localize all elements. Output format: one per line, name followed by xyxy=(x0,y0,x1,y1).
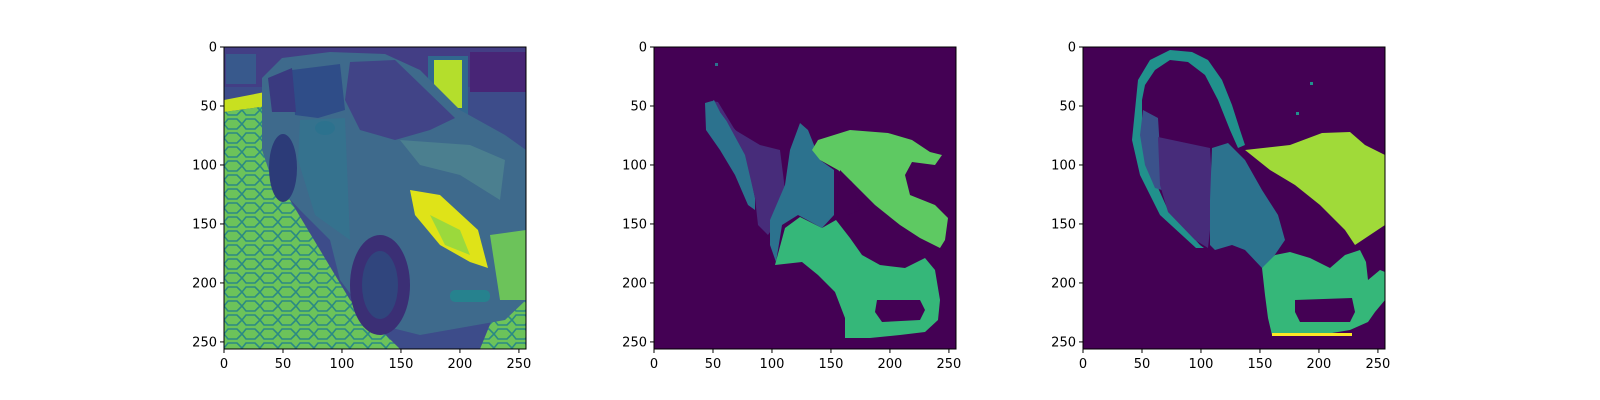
segment-roof-frame xyxy=(1136,50,1245,148)
y-tick-label: 50 xyxy=(630,99,647,114)
x-tick-label: 250 xyxy=(1366,357,1391,372)
y-tick-label: 150 xyxy=(622,217,647,232)
x-tick-label: 100 xyxy=(760,357,785,372)
segment-door-front xyxy=(705,101,755,210)
y-tick-label: 100 xyxy=(622,158,647,173)
y-tick-label: 200 xyxy=(192,276,217,291)
axes-frame xyxy=(653,46,957,350)
segment-hood xyxy=(812,130,948,248)
y-tick-label: 250 xyxy=(622,335,647,350)
segment-door-rear xyxy=(712,101,785,235)
segment-bumper xyxy=(1262,250,1385,336)
x-tick-label: 100 xyxy=(330,357,355,372)
image-input xyxy=(224,47,526,349)
axes-frame xyxy=(1082,46,1386,350)
y-tick-label: 0 xyxy=(1068,41,1076,56)
y-tick-label: 50 xyxy=(1059,99,1076,114)
x-tick-label: 200 xyxy=(1307,357,1332,372)
segment-hood xyxy=(1245,132,1385,245)
y-tick-label: 250 xyxy=(192,335,217,350)
y-tick-label: 50 xyxy=(200,99,217,114)
segment-rear-door xyxy=(1140,110,1162,190)
x-tick-label: 150 xyxy=(819,357,844,372)
x-tick-label: 250 xyxy=(507,357,532,372)
y-tick-label: 0 xyxy=(639,41,647,56)
x-tick-label: 0 xyxy=(650,357,658,372)
y-tick-label: 200 xyxy=(1051,276,1076,291)
x-tick-label: 150 xyxy=(389,357,414,372)
segment-side-edge xyxy=(1132,100,1204,248)
mask-ground-truth xyxy=(1083,47,1385,349)
segment-pillar xyxy=(708,100,720,112)
y-tick-label: 150 xyxy=(192,217,217,232)
x-tick-label: 200 xyxy=(448,357,473,372)
segment-front-door xyxy=(770,123,834,262)
segment-door-purple xyxy=(1158,137,1212,248)
x-tick-label: 50 xyxy=(1134,357,1151,372)
x-tick-label: 250 xyxy=(937,357,962,372)
y-tick-label: 150 xyxy=(1051,217,1076,232)
mask-predicted xyxy=(654,47,956,349)
y-tick-label: 250 xyxy=(1051,335,1076,350)
y-tick-label: 0 xyxy=(209,41,217,56)
y-tick-label: 200 xyxy=(622,276,647,291)
y-tick-label: 100 xyxy=(1051,158,1076,173)
x-tick-label: 0 xyxy=(220,357,228,372)
x-tick-label: 100 xyxy=(1189,357,1214,372)
axes-frame xyxy=(223,46,527,350)
x-tick-label: 50 xyxy=(705,357,722,372)
x-tick-label: 150 xyxy=(1248,357,1273,372)
x-tick-label: 0 xyxy=(1079,357,1087,372)
y-tick-label: 100 xyxy=(192,158,217,173)
x-tick-label: 200 xyxy=(878,357,903,372)
x-tick-label: 50 xyxy=(275,357,292,372)
segment-front-door xyxy=(1210,143,1285,268)
